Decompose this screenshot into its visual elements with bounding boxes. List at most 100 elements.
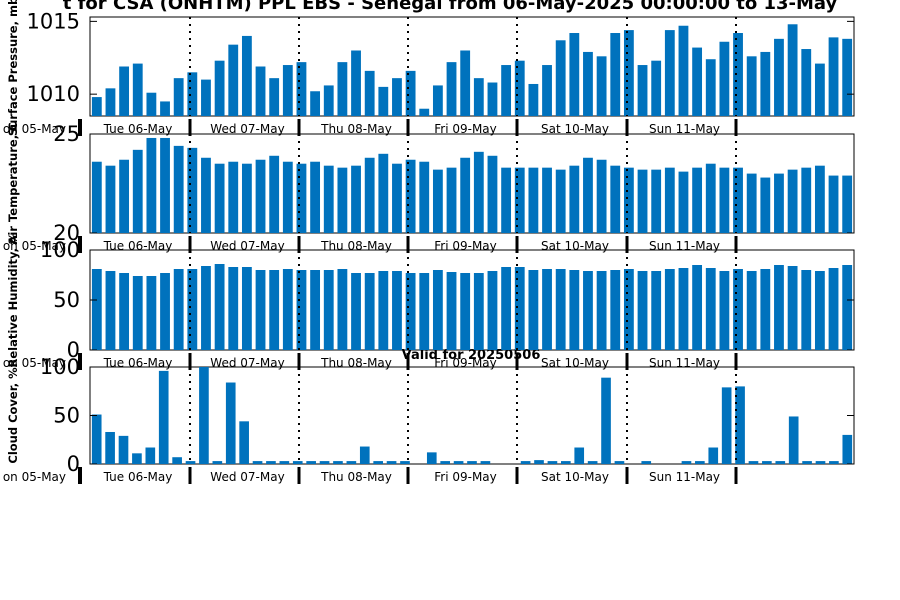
bar: [774, 38, 784, 117]
bar: [228, 161, 239, 233]
bar: [146, 276, 157, 350]
bar: [842, 175, 853, 233]
bar: [187, 269, 198, 350]
bar: [678, 25, 689, 117]
bar: [501, 167, 512, 233]
x-day-label: Fri 09-May: [434, 122, 497, 136]
bar: [269, 270, 280, 350]
bar: [419, 161, 430, 233]
bar: [282, 65, 293, 116]
bar: [664, 269, 675, 350]
bar: [746, 173, 757, 233]
y-tick-label: 0: [67, 452, 80, 476]
bar: [118, 435, 129, 464]
bar: [346, 461, 357, 464]
x-day-label: Tue 06-May: [103, 122, 173, 136]
bar: [119, 159, 130, 233]
bar: [460, 50, 471, 116]
bar: [364, 273, 375, 350]
bar: [333, 461, 343, 464]
bar: [760, 51, 771, 116]
bar: [105, 88, 116, 116]
bar: [664, 167, 675, 233]
bar: [678, 171, 689, 233]
bar: [587, 461, 598, 464]
bar: [705, 268, 716, 350]
y-tick-label: 100: [40, 238, 80, 262]
bar: [392, 78, 402, 116]
bar: [801, 167, 812, 233]
y-axis-label: Cloud Cover, %: [6, 367, 20, 464]
bar: [214, 163, 225, 233]
bar: [601, 377, 611, 464]
bar: [310, 270, 321, 350]
bar: [815, 461, 826, 464]
bar: [337, 62, 348, 116]
bar: [119, 66, 130, 116]
bar: [172, 457, 182, 464]
bar: [306, 461, 316, 464]
bar: [351, 50, 361, 116]
bar: [719, 41, 730, 116]
bar: [378, 86, 389, 116]
bar: [241, 267, 252, 350]
bar: [132, 149, 143, 233]
chart-panel-3: 0 50 100 Relative Humidity, %on 05-May Tue 0…: [3, 232, 855, 370]
y-tick-label: 1010: [27, 82, 80, 106]
bar: [692, 47, 703, 116]
bar: [364, 70, 375, 116]
bar: [746, 271, 757, 350]
bar: [583, 271, 593, 350]
bar: [214, 60, 225, 116]
valid-label: Valid for 20250506: [402, 348, 541, 363]
y-tick-label: 50: [53, 404, 80, 428]
bar: [473, 151, 484, 233]
bar: [105, 165, 116, 233]
bar: [814, 63, 825, 116]
bar: [266, 461, 276, 464]
bar: [201, 157, 211, 233]
bar: [623, 167, 634, 233]
bar: [610, 270, 621, 350]
bar: [828, 37, 839, 116]
bar: [664, 30, 675, 117]
x-day-label: Sat 10-May: [541, 239, 609, 253]
bar: [480, 461, 491, 464]
bar: [146, 137, 157, 233]
bar: [842, 434, 853, 464]
bar: [214, 264, 225, 350]
x-day-label: Sat 10-May: [541, 470, 609, 484]
x-day-label: Thu 08-May: [320, 356, 392, 370]
bar: [160, 137, 170, 233]
bar: [225, 382, 236, 464]
bar: [842, 265, 853, 350]
bar: [269, 155, 280, 233]
bar: [775, 461, 786, 464]
bar: [378, 271, 389, 350]
bar: [623, 269, 634, 350]
x-start-label: on 05-May: [3, 239, 66, 253]
bar: [555, 40, 566, 116]
bar: [310, 91, 321, 116]
bar: [373, 461, 383, 464]
y-tick-label: 20: [53, 221, 80, 245]
bar: [547, 461, 558, 464]
x-day-label: Tue 06-May: [103, 356, 173, 370]
bar: [614, 461, 625, 464]
bar: [528, 83, 539, 116]
bar: [400, 461, 410, 464]
bar: [279, 461, 290, 464]
bar: [269, 78, 280, 116]
bar: [534, 460, 544, 464]
bar: [292, 461, 303, 464]
bar: [201, 266, 211, 350]
bar: [520, 461, 531, 464]
x-day-label: Wed 07-May: [210, 356, 284, 370]
bar: [596, 271, 607, 350]
bar: [637, 65, 648, 116]
figure-title: t for CSA (ONHTM) PPL EBS - Senegal from…: [63, 0, 838, 14]
bar: [323, 165, 334, 233]
